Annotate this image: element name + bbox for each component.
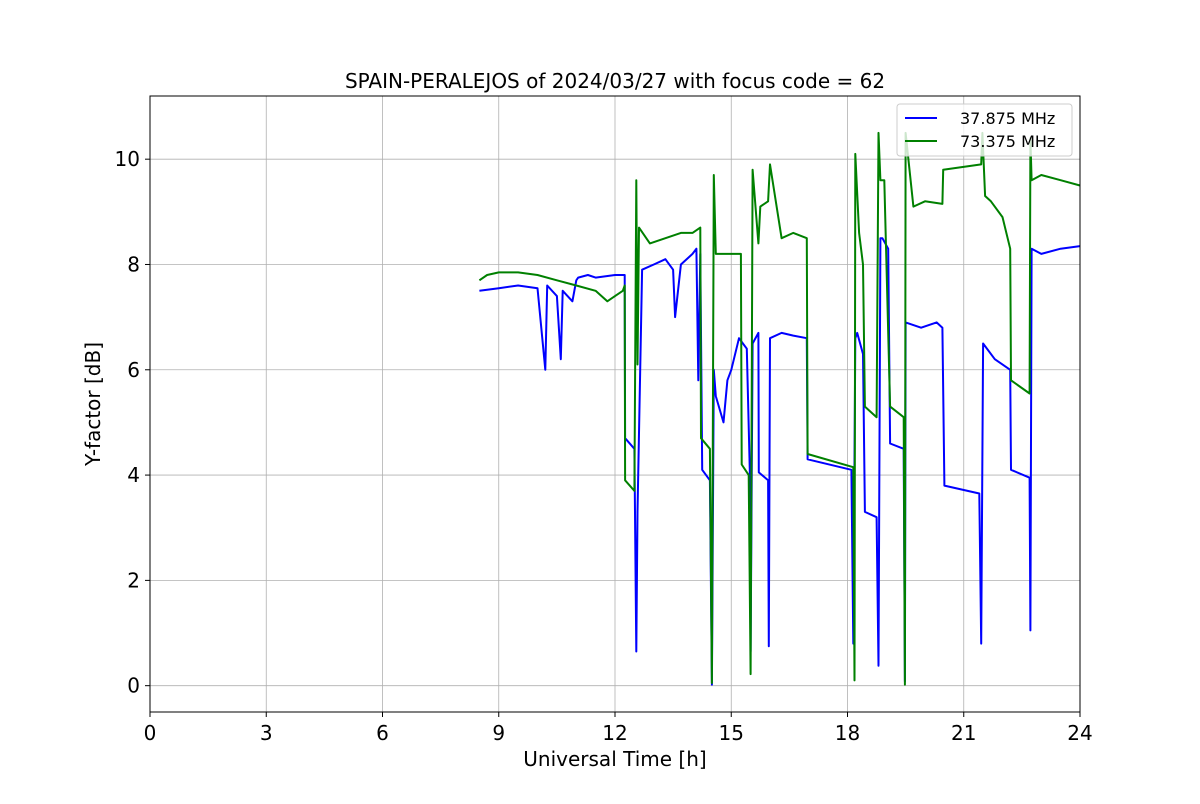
- legend-box: [896, 103, 1073, 157]
- legend-label-1: 37.875 MHz: [960, 109, 1055, 128]
- y-tick-label: 0: [127, 674, 140, 698]
- legend-label-2: 73.375 MHz: [960, 132, 1055, 151]
- chart-title: SPAIN-PERALEJOS of 2024/03/27 with focus…: [345, 69, 885, 93]
- x-tick-label: 12: [602, 721, 627, 745]
- x-tick-label: 18: [835, 721, 860, 745]
- y-tick-label: 8: [127, 252, 140, 276]
- x-axis-label: Universal Time [h]: [523, 747, 706, 771]
- series-line-2: [478, 131, 1081, 686]
- x-tick-label: 3: [260, 721, 273, 745]
- x-tick-label: 0: [144, 721, 157, 745]
- x-tick-label: 15: [719, 721, 744, 745]
- x-tick-label: 24: [1067, 721, 1092, 745]
- y-tick-label: 6: [127, 358, 140, 382]
- x-tick-label: 21: [951, 721, 976, 745]
- y-axis-label: Y-factor [dB]: [81, 342, 105, 467]
- series-layer: [478, 131, 1081, 686]
- legend: 37.875 MHz 73.375 MHz: [896, 103, 1073, 157]
- x-tick-label: 9: [492, 721, 505, 745]
- x-tick-label: 6: [376, 721, 389, 745]
- y-tick-label: 4: [127, 463, 140, 487]
- y-tick-label: 10: [115, 147, 140, 171]
- y-tick-label: 2: [127, 568, 140, 592]
